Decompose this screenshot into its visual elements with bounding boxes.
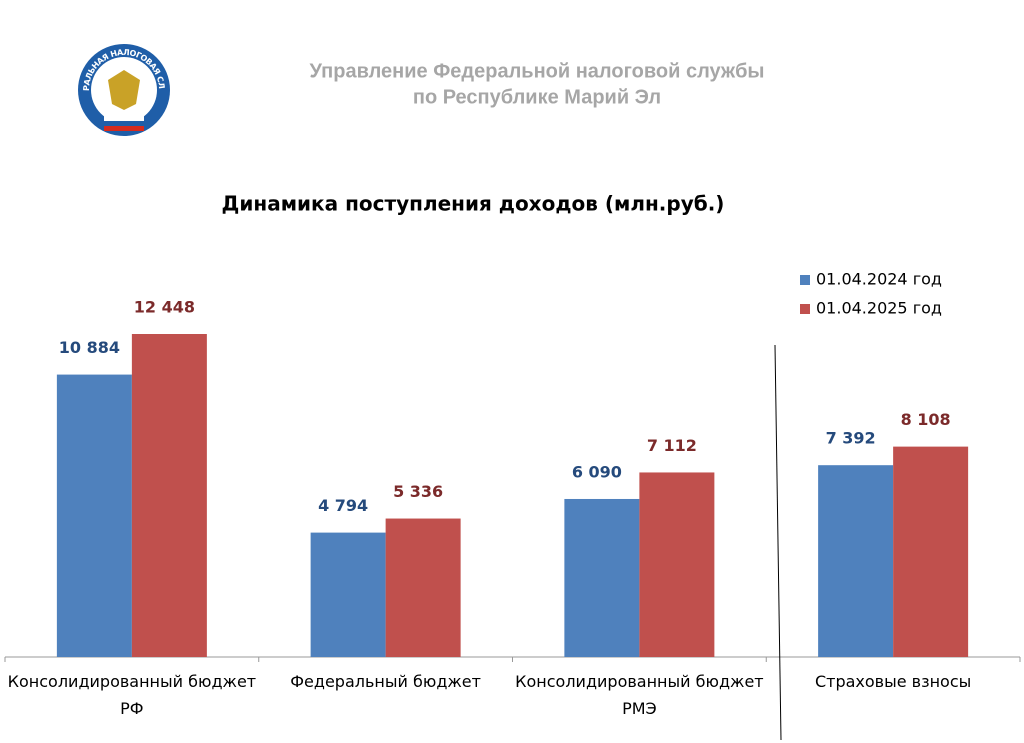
- value-label: 6 090: [572, 462, 622, 481]
- bar: [818, 465, 894, 657]
- logo: ФЕДЕРАЛЬНАЯ НАЛОГОВАЯ СЛУЖБА: [0, 0, 170, 136]
- separator: [774, 344, 782, 741]
- x-tick-label: Консолидированный бюджет РФ: [7, 672, 257, 718]
- bar: [56, 374, 132, 657]
- bar: [131, 334, 207, 657]
- bar: [385, 518, 461, 657]
- legend-swatch: [800, 304, 810, 314]
- bar: [639, 472, 715, 657]
- value-label: 5 336: [393, 482, 443, 501]
- x-tick-label: Страховые взносы: [814, 672, 972, 691]
- bar: [310, 532, 386, 657]
- value-label: 7 392: [826, 429, 876, 448]
- x-tick-label: Консолидированный бюджет РМЭ: [515, 672, 764, 718]
- value-label: 10 884: [59, 338, 120, 357]
- x-tick-label: Федеральный бюджет: [290, 672, 481, 691]
- bar: [564, 498, 640, 657]
- legend-label: 01.04.2025 год: [816, 299, 942, 318]
- legend-swatch: [800, 275, 810, 285]
- header-line: Управление Федеральной налоговой службы: [309, 60, 764, 82]
- value-label: 12 448: [134, 298, 195, 317]
- value-label: 7 112: [647, 436, 697, 455]
- chart-title: Динамика поступления доходов (млн.руб.): [222, 192, 725, 216]
- header-line: по Республике Марий Эл: [413, 86, 661, 108]
- legend-label: 01.04.2024 год: [816, 270, 942, 289]
- value-label: 4 794: [318, 496, 368, 515]
- bar: [893, 446, 969, 657]
- value-label: 8 108: [901, 410, 951, 429]
